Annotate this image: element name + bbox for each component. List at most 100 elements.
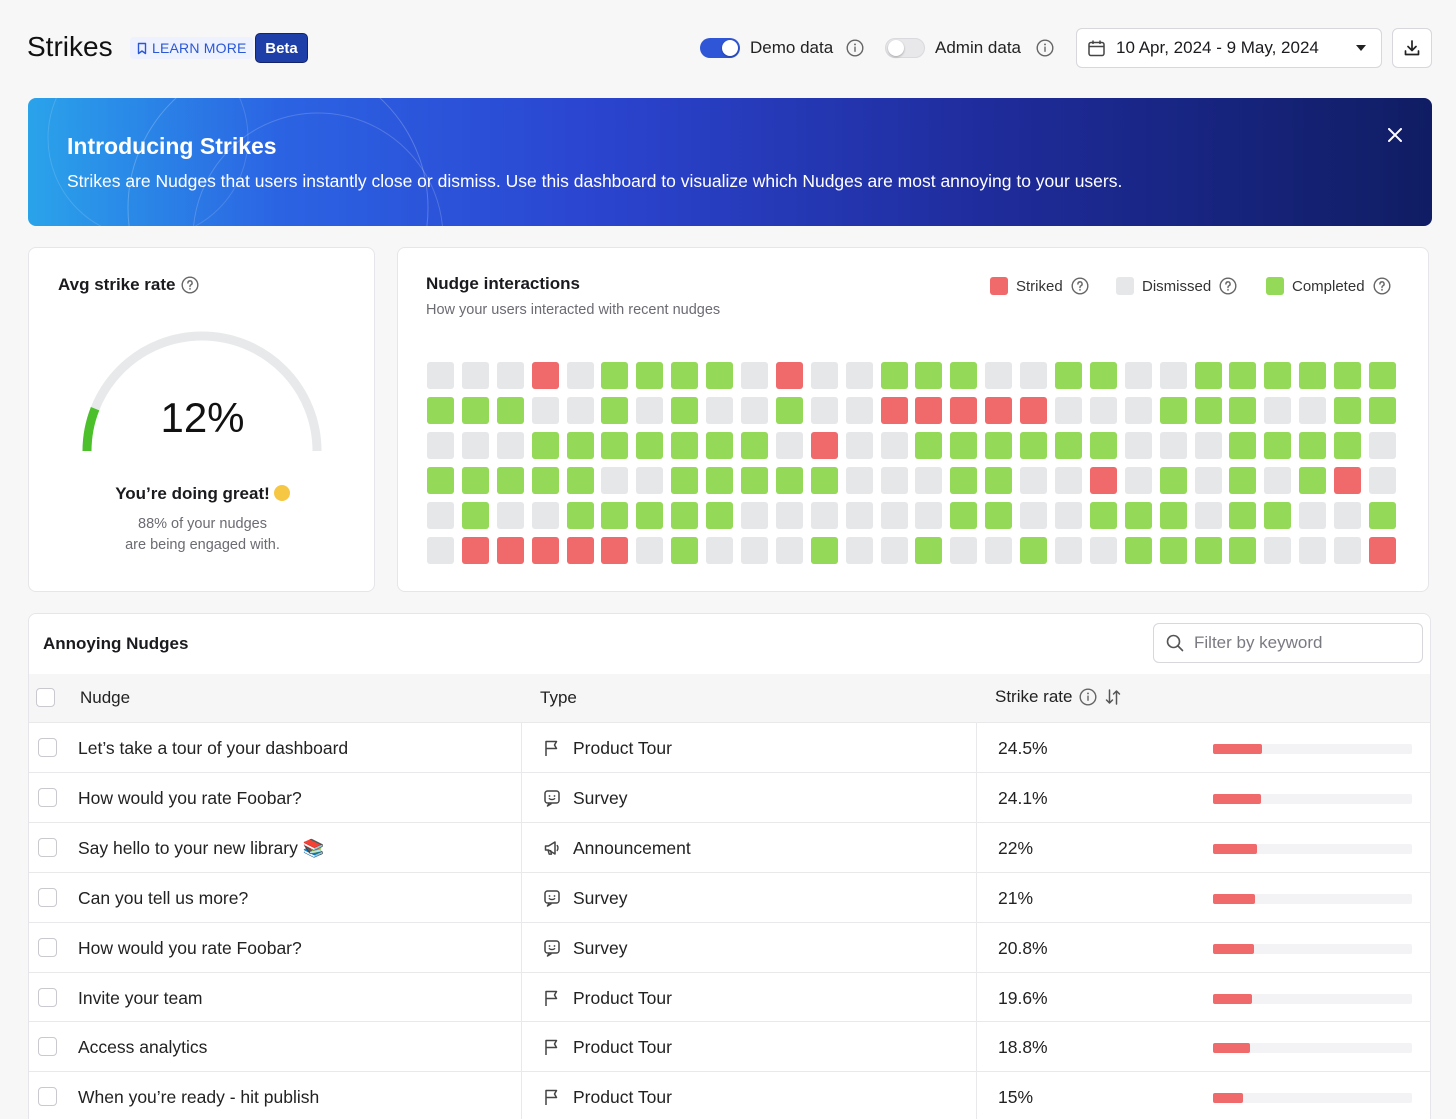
striked-cell bbox=[566, 537, 594, 564]
row-checkbox[interactable] bbox=[38, 738, 57, 757]
table-row[interactable]: Let’s take a tour of your dashboard Prod… bbox=[29, 722, 1430, 773]
help-icon[interactable] bbox=[1219, 277, 1237, 295]
info-icon[interactable] bbox=[846, 39, 864, 57]
table-row[interactable]: Say hello to your new library 📚 Announce… bbox=[29, 821, 1430, 873]
dismissed-cell bbox=[566, 362, 594, 389]
row-checkbox[interactable] bbox=[38, 837, 57, 857]
completed-cell bbox=[461, 502, 489, 529]
striked-cell bbox=[775, 362, 803, 389]
demo-data-toggle[interactable] bbox=[700, 38, 740, 58]
dismissed-cell bbox=[775, 432, 803, 459]
completed-cell bbox=[880, 362, 908, 389]
completed-cell bbox=[775, 467, 803, 494]
info-icon[interactable] bbox=[1079, 688, 1097, 706]
avg-strike-rate-title: Avg strike rate bbox=[58, 275, 199, 295]
dismissed-cell bbox=[1124, 467, 1152, 494]
strike-rate-value: 19.6% bbox=[998, 987, 1048, 1008]
dismissed-cell bbox=[636, 467, 664, 494]
strike-rate-bar bbox=[1213, 1043, 1412, 1054]
table-row[interactable]: When you’re ready - hit publish Product … bbox=[29, 1071, 1430, 1119]
column-divider bbox=[521, 972, 522, 1023]
dismissed-cell bbox=[1369, 467, 1397, 494]
row-checkbox[interactable] bbox=[38, 1087, 57, 1107]
strike-rate-gauge bbox=[82, 331, 322, 452]
dismissed-cell bbox=[1299, 537, 1327, 564]
info-icon[interactable] bbox=[1036, 39, 1054, 57]
calendar-icon bbox=[1088, 40, 1105, 56]
survey-icon bbox=[544, 790, 560, 807]
completed-cell bbox=[496, 397, 524, 424]
completed-cell bbox=[706, 362, 734, 389]
dismissed-cell bbox=[810, 502, 838, 529]
dismissed-cell bbox=[845, 432, 873, 459]
download-button[interactable] bbox=[1392, 28, 1432, 68]
completed-cell bbox=[706, 502, 734, 529]
row-checkbox[interactable] bbox=[38, 987, 57, 1007]
table-row[interactable]: Access analytics Product Tour 18.8% bbox=[29, 1021, 1430, 1073]
completed-cell bbox=[741, 467, 769, 494]
gauge-fill bbox=[82, 407, 100, 452]
sort-icon[interactable] bbox=[1104, 688, 1122, 706]
completed-cell bbox=[566, 467, 594, 494]
table-row[interactable]: Can you tell us more? Survey 21% bbox=[29, 871, 1430, 923]
row-checkbox[interactable] bbox=[38, 887, 57, 907]
striked-cell bbox=[1369, 537, 1397, 564]
table-row[interactable]: How would you rate Foobar? Survey 20.8% bbox=[29, 921, 1430, 973]
completed-cell bbox=[985, 467, 1013, 494]
completed-cell bbox=[1089, 502, 1117, 529]
dismissed-cell bbox=[1124, 362, 1152, 389]
close-icon[interactable] bbox=[1388, 128, 1402, 142]
banner-decoration bbox=[47, 98, 443, 226]
filter-box[interactable] bbox=[1153, 623, 1423, 663]
column-header-strike-rate[interactable]: Strike rate bbox=[995, 687, 1122, 707]
dismissed-cell bbox=[601, 467, 629, 494]
column-header-nudge: Nudge bbox=[80, 688, 131, 707]
date-range-picker[interactable]: 10 Apr, 2024 - 9 May, 2024 bbox=[1076, 28, 1382, 68]
filter-input[interactable] bbox=[1194, 633, 1404, 653]
dismissed-cell bbox=[1055, 502, 1083, 529]
admin-data-toggle[interactable] bbox=[885, 38, 925, 58]
avg-strike-rate-label: Avg strike rate bbox=[58, 275, 176, 294]
row-checkbox[interactable] bbox=[38, 787, 57, 807]
dismissed-cell bbox=[915, 502, 943, 529]
dismissed-cell bbox=[706, 537, 734, 564]
strike-rate-bar bbox=[1213, 993, 1412, 1004]
dismissed-cell bbox=[636, 537, 664, 564]
dismissed-cell bbox=[845, 397, 873, 424]
striked-cell bbox=[461, 537, 489, 564]
nudge-type: Survey bbox=[573, 787, 628, 808]
search-icon bbox=[1166, 634, 1184, 652]
strike-rate-bar bbox=[1213, 793, 1412, 804]
completed-cell bbox=[775, 397, 803, 424]
completed-cell bbox=[950, 502, 978, 529]
row-checkbox[interactable] bbox=[38, 937, 57, 957]
table-row[interactable]: How would you rate Foobar? Survey 24.1% bbox=[29, 771, 1430, 823]
learn-more-link[interactable]: LEARN MORE bbox=[130, 37, 253, 59]
help-icon[interactable] bbox=[1071, 277, 1089, 295]
dismissed-cell bbox=[427, 537, 454, 564]
strike-rate-bar-fill bbox=[1213, 843, 1257, 854]
nudge-type: Survey bbox=[573, 937, 628, 958]
dismissed-cell bbox=[1020, 362, 1048, 389]
table-row[interactable]: Invite your team Product Tour 19.6% bbox=[29, 971, 1430, 1023]
completed-cell bbox=[1229, 467, 1257, 494]
dismissed-cell bbox=[1089, 537, 1117, 564]
column-divider bbox=[976, 922, 977, 973]
column-divider bbox=[976, 1022, 977, 1073]
completed-cell bbox=[566, 432, 594, 459]
completed-cell bbox=[1229, 397, 1257, 424]
dismissed-cell bbox=[880, 467, 908, 494]
select-all-checkbox[interactable] bbox=[36, 688, 55, 707]
completed-cell bbox=[1020, 432, 1048, 459]
row-checkbox[interactable] bbox=[38, 1037, 57, 1057]
completed-cell bbox=[601, 362, 629, 389]
dismissed-cell bbox=[427, 362, 454, 389]
dismissed-cell bbox=[985, 362, 1013, 389]
completed-cell bbox=[636, 432, 664, 459]
completed-cell bbox=[1124, 502, 1152, 529]
help-icon[interactable] bbox=[181, 276, 199, 294]
dismissed-cell bbox=[1369, 432, 1397, 459]
strike-rate-bar-fill bbox=[1213, 943, 1255, 954]
help-icon[interactable] bbox=[1373, 277, 1391, 295]
star-struck-emoji-icon bbox=[273, 485, 290, 501]
